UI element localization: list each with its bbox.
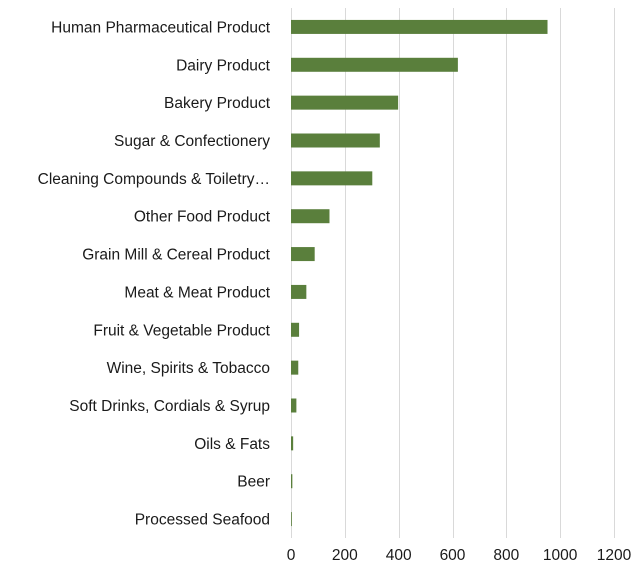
category-label: Oils & Fats [194,436,270,453]
category-label: Soft Drinks, Cordials & Syrup [69,398,270,415]
bar [291,398,297,413]
x-tick-label: 400 [386,547,412,564]
category-label: Other Food Product [134,209,271,226]
category-labels: Human Pharmaceutical Product Dairy Produc… [38,19,271,528]
x-tick-label: 0 [287,547,296,564]
category-label: Human Pharmaceutical Product [51,19,271,36]
bar [291,284,307,299]
category-label: Dairy Product [176,57,271,74]
bar [291,57,458,72]
bar [291,360,299,375]
bar [291,171,373,186]
x-tick-label: 200 [332,547,358,564]
bar [291,133,380,148]
category-label: Wine, Spirits & Tobacco [107,360,270,377]
bar [291,512,292,527]
x-tick-label: 1000 [543,547,578,564]
bar [291,95,399,110]
bar [291,322,300,337]
x-tick-label: 600 [440,547,466,564]
bars [291,19,548,527]
x-tick-label: 800 [493,547,519,564]
bar [291,19,548,34]
category-label: Meat & Meat Product [124,284,270,301]
gridlines [291,8,615,538]
category-label: Beer [237,474,270,491]
bar [291,247,315,262]
category-label: Bakery Product [164,95,271,112]
category-label: Grain Mill & Cereal Product [82,247,270,264]
category-label: Cleaning Compounds & Toiletry… [38,171,270,188]
x-tick-labels: 0 200 400 600 800 1000 1200 [287,547,632,564]
category-label: Fruit & Vegetable Product [93,322,270,339]
category-label: Sugar & Confectionery [114,133,270,150]
x-tick-label: 1200 [597,547,632,564]
bar [291,209,330,224]
bar [291,474,293,489]
category-label: Processed Seafood [135,512,270,529]
bar [291,436,294,451]
